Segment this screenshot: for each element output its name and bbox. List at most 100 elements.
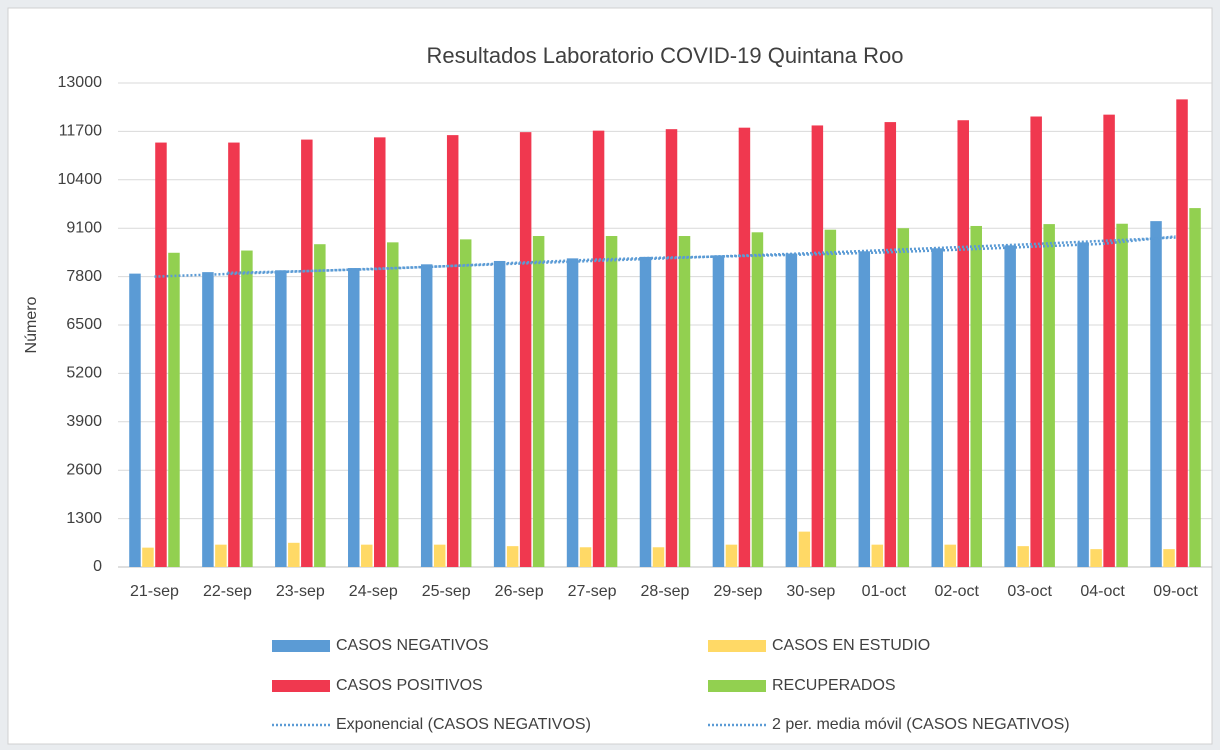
bar xyxy=(288,542,300,567)
x-tick-label: 21-sep xyxy=(130,583,179,600)
bar xyxy=(785,253,798,568)
y-tick-label: 11700 xyxy=(59,123,102,140)
legend-swatch xyxy=(272,640,330,652)
y-tick-label: 3900 xyxy=(66,413,102,430)
bar xyxy=(579,547,592,567)
bar xyxy=(215,544,227,567)
bar xyxy=(931,248,943,567)
legend-label: RECUPERADOS xyxy=(772,677,896,694)
bar xyxy=(361,544,373,567)
y-tick-label: 7800 xyxy=(66,268,102,285)
bar xyxy=(1163,549,1175,567)
y-tick-label: 2600 xyxy=(66,461,102,478)
bar xyxy=(944,544,956,567)
bar xyxy=(712,255,725,567)
bar xyxy=(1004,245,1016,567)
legend-label: Exponencial (CASOS NEGATIVOS) xyxy=(336,716,591,733)
x-tick-label: 23-sep xyxy=(276,583,325,600)
bar xyxy=(897,228,910,567)
bar xyxy=(725,544,738,567)
bar xyxy=(506,546,519,567)
legend-label: CASOS POSITIVOS xyxy=(336,677,483,694)
bar xyxy=(1150,221,1162,567)
bar xyxy=(738,127,751,567)
legend-swatch xyxy=(272,680,330,692)
bar xyxy=(387,242,399,567)
bar xyxy=(301,139,313,568)
bar xyxy=(858,251,871,567)
bar xyxy=(1176,99,1188,568)
x-tick-label: 22-sep xyxy=(203,583,252,600)
bar xyxy=(751,232,764,567)
bar xyxy=(1043,224,1055,567)
bar xyxy=(374,137,386,567)
x-tick-label: 30-sep xyxy=(786,583,835,600)
x-tick-label: 25-sep xyxy=(422,583,471,600)
x-tick-label: 26-sep xyxy=(495,583,544,600)
legend-label: CASOS EN ESTUDIO xyxy=(772,637,930,654)
bar xyxy=(532,236,545,567)
bar xyxy=(202,272,214,567)
bar xyxy=(824,229,837,568)
legend-swatch xyxy=(708,680,766,692)
bar xyxy=(1090,549,1102,567)
bar xyxy=(639,256,652,567)
legend-label: CASOS NEGATIVOS xyxy=(336,637,489,654)
bar xyxy=(665,129,678,568)
x-tick-label: 02-oct xyxy=(934,583,979,600)
bar xyxy=(348,268,360,567)
y-tick-label: 0 xyxy=(93,558,102,575)
x-tick-label: 29-sep xyxy=(713,583,762,600)
bar xyxy=(493,260,506,567)
bar xyxy=(1030,116,1042,567)
bar xyxy=(228,142,240,568)
bar xyxy=(1017,546,1029,567)
y-tick-label: 9100 xyxy=(66,219,102,236)
bar xyxy=(241,250,253,568)
y-tick-label: 10400 xyxy=(58,171,103,188)
bar xyxy=(871,544,884,567)
bar xyxy=(168,252,180,567)
y-axis-label: Número xyxy=(23,296,40,353)
bar xyxy=(1103,114,1115,568)
bar xyxy=(884,122,897,567)
bar xyxy=(811,125,824,567)
x-tick-label: 24-sep xyxy=(349,583,398,600)
bar xyxy=(459,239,472,567)
x-tick-label: 27-sep xyxy=(568,583,617,600)
bar xyxy=(798,531,811,567)
bar xyxy=(314,244,326,567)
x-tick-label: 03-oct xyxy=(1007,583,1052,600)
y-tick-label: 5200 xyxy=(66,365,102,382)
bar xyxy=(605,236,618,567)
y-tick-label: 1300 xyxy=(66,510,102,527)
x-tick-label: 28-sep xyxy=(641,583,690,600)
chart-title: Resultados Laboratorio COVID-19 Quintana… xyxy=(427,43,904,68)
bar xyxy=(1189,208,1201,567)
bar xyxy=(652,547,665,567)
bar xyxy=(433,544,446,567)
bar xyxy=(519,132,532,567)
bar xyxy=(275,270,287,567)
y-tick-label: 13000 xyxy=(58,74,103,91)
bar xyxy=(566,258,579,567)
bar xyxy=(1116,223,1128,568)
bar xyxy=(970,225,982,567)
x-tick-label: 09-oct xyxy=(1153,583,1198,600)
legend-swatch xyxy=(708,640,766,652)
bar xyxy=(420,264,433,567)
legend-label: 2 per. media móvil (CASOS NEGATIVOS) xyxy=(772,716,1070,733)
bar xyxy=(155,142,167,568)
bar xyxy=(129,273,141,567)
y-tick-label: 6500 xyxy=(66,316,102,333)
bar xyxy=(592,130,605,567)
x-tick-label: 01-oct xyxy=(862,583,907,600)
bar xyxy=(1077,242,1089,567)
x-tick-label: 04-oct xyxy=(1080,583,1125,600)
bar xyxy=(957,120,969,567)
bar xyxy=(446,135,459,567)
bar xyxy=(678,236,691,567)
bar xyxy=(142,547,154,567)
